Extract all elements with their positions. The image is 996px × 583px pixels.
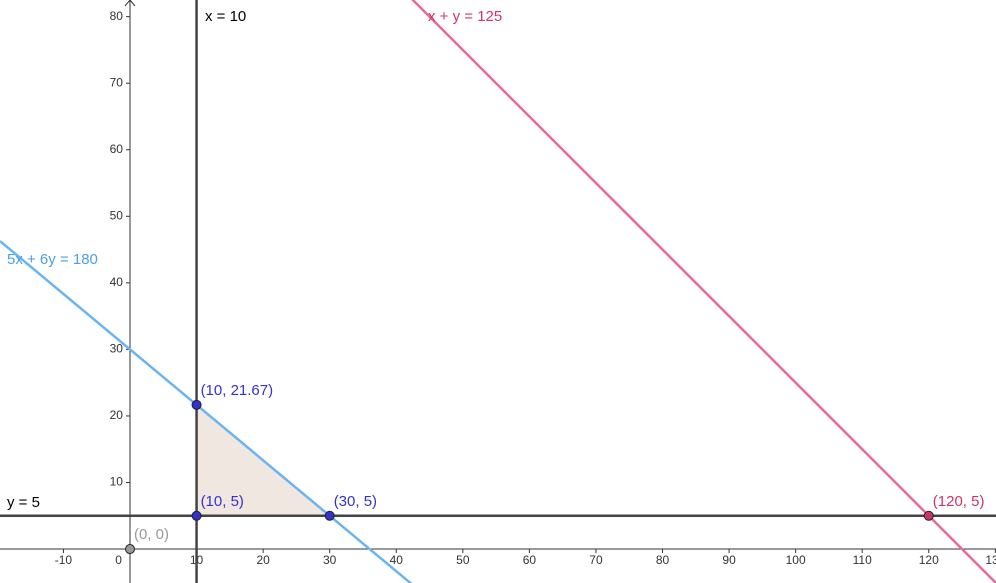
x-tick-label: 0 (115, 553, 122, 567)
x-tick-label: 40 (390, 553, 404, 567)
y-tick-label: 80 (110, 9, 124, 23)
point (191, 510, 202, 521)
constraint-line (0, 240, 413, 583)
point (191, 399, 202, 410)
line-label: 5x + 6y = 180 (7, 251, 98, 268)
x-tick-label: 70 (589, 553, 603, 567)
point-label: (10, 5) (201, 493, 244, 510)
y-axis-arrow (124, 0, 136, 7)
y-tick-label: 40 (110, 275, 124, 289)
y-tick-label: 20 (110, 408, 124, 422)
x-tick-label: 130 (985, 553, 996, 567)
point (124, 544, 135, 555)
point-label: (120, 5) (933, 493, 985, 510)
point (324, 510, 335, 521)
y-tick-label: 30 (110, 342, 124, 356)
point (923, 510, 934, 521)
x-tick-label: -10 (55, 553, 73, 567)
y-tick-label: 50 (110, 208, 124, 222)
y-tick-label: 60 (110, 142, 124, 156)
point-label: (30, 5) (334, 493, 377, 510)
line-label: y = 5 (7, 494, 40, 511)
point-label: (10, 21.67) (201, 382, 274, 399)
point-label: (0, 0) (134, 526, 169, 543)
line-label: x + y = 125 (428, 8, 502, 25)
x-tick-label: 30 (323, 553, 337, 567)
x-tick-label: 50 (456, 553, 470, 567)
x-tick-label: 120 (919, 553, 939, 567)
x-tick-label: 20 (256, 553, 270, 567)
y-tick-label: 10 (110, 475, 124, 489)
y-tick-label: 70 (110, 75, 124, 89)
line-label: x = 10 (205, 8, 246, 25)
x-tick-label: 90 (722, 553, 736, 567)
x-tick-label: 80 (656, 553, 670, 567)
x-tick-label: 60 (523, 553, 537, 567)
x-tick-label: 110 (853, 553, 872, 567)
x-tick-label: 100 (786, 553, 806, 567)
